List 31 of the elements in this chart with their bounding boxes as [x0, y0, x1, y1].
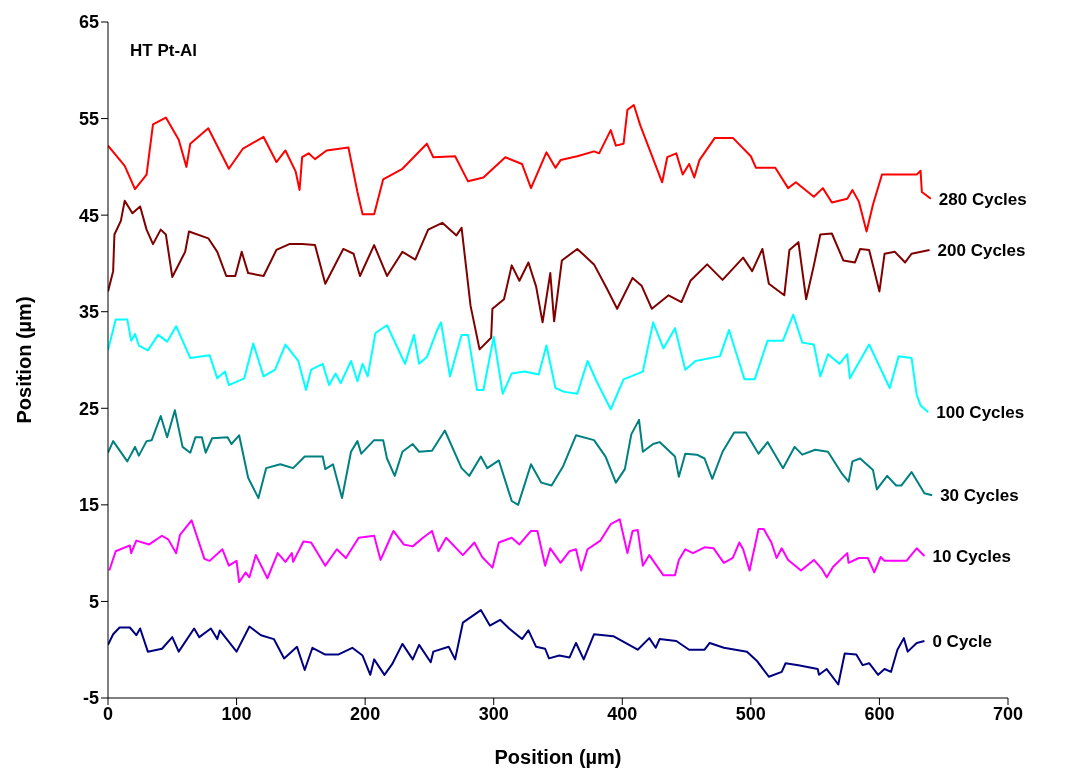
y-tick-label: 15: [78, 495, 99, 516]
y-tick-label: -5: [82, 688, 99, 709]
x-tick-label: 100: [221, 703, 252, 724]
x-tick-label: 0: [102, 703, 114, 724]
x-tick-label: 700: [992, 703, 1024, 724]
y-tick-label: 35: [78, 302, 99, 323]
series-label: 30 Cycles: [940, 486, 1019, 506]
y-tick-label: 55: [78, 108, 99, 129]
series-label: 280 Cycles: [938, 189, 1027, 209]
text: HT Pt-Al: [130, 41, 198, 60]
x-tick-label: 200: [350, 703, 381, 724]
y-tick-label: 5: [88, 591, 99, 612]
line-series: [108, 609, 926, 686]
series-label: 100 Cycles: [936, 403, 1025, 423]
series-label: 10 Cycles: [932, 547, 1011, 567]
line-series: [108, 104, 932, 233]
x-tick-label: 500: [735, 703, 766, 724]
y-axis-title: Position (µm): [13, 296, 36, 424]
series-label: 0 Cycle: [932, 632, 992, 652]
y-tick-label: 65: [78, 12, 99, 33]
line-series: [108, 518, 926, 584]
series-label: 200 Cycles: [937, 240, 1026, 260]
x-tick-label: 400: [607, 703, 638, 724]
x-tick-label: 600: [864, 703, 895, 724]
line-series: [108, 313, 930, 414]
x-tick-label: 300: [478, 703, 509, 724]
line-series: [108, 199, 931, 351]
line-series: [108, 409, 934, 506]
x-axis-title: Position (µm): [494, 746, 622, 768]
y-tick-label: 25: [78, 398, 99, 419]
y-tick-label: 45: [78, 205, 99, 226]
